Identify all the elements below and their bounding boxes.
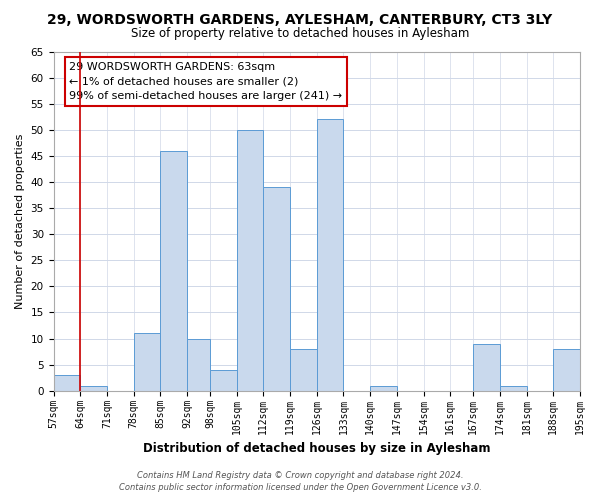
Bar bbox=[500, 386, 527, 391]
Bar bbox=[236, 130, 263, 391]
Bar bbox=[317, 120, 343, 391]
Text: Contains HM Land Registry data © Crown copyright and database right 2024.
Contai: Contains HM Land Registry data © Crown c… bbox=[119, 471, 481, 492]
Bar bbox=[473, 344, 500, 391]
Bar bbox=[53, 375, 80, 391]
Bar bbox=[187, 338, 210, 391]
Bar bbox=[160, 150, 187, 391]
Bar bbox=[263, 187, 290, 391]
Bar bbox=[80, 386, 107, 391]
Bar bbox=[210, 370, 236, 391]
Bar bbox=[370, 386, 397, 391]
Bar bbox=[290, 349, 317, 391]
Text: 29 WORDSWORTH GARDENS: 63sqm
← 1% of detached houses are smaller (2)
99% of semi: 29 WORDSWORTH GARDENS: 63sqm ← 1% of det… bbox=[70, 62, 343, 102]
Text: 29, WORDSWORTH GARDENS, AYLESHAM, CANTERBURY, CT3 3LY: 29, WORDSWORTH GARDENS, AYLESHAM, CANTER… bbox=[47, 12, 553, 26]
Bar bbox=[134, 334, 160, 391]
Bar bbox=[553, 349, 580, 391]
Text: Size of property relative to detached houses in Aylesham: Size of property relative to detached ho… bbox=[131, 28, 469, 40]
Y-axis label: Number of detached properties: Number of detached properties bbox=[15, 134, 25, 309]
X-axis label: Distribution of detached houses by size in Aylesham: Distribution of detached houses by size … bbox=[143, 442, 491, 455]
